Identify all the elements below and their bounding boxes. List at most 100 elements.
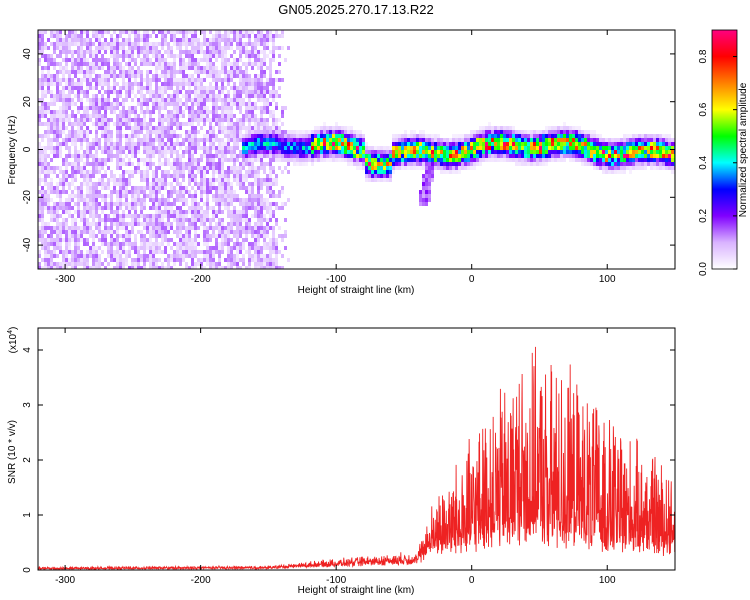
spectrogram-cell	[566, 150, 569, 154]
spectrogram-cell	[170, 146, 173, 150]
spectrogram-cell	[323, 122, 326, 126]
spectrogram-cell	[473, 130, 476, 134]
spectrogram-cell	[341, 146, 344, 150]
spectrogram-cell	[542, 154, 545, 158]
spectrogram-cell	[131, 130, 134, 134]
spectrogram-cell	[236, 266, 239, 269]
spectrogram-cell	[245, 266, 248, 269]
spectrogram-cell	[44, 238, 47, 242]
spectrogram-cell	[167, 74, 170, 78]
spectrogram-cell	[317, 138, 320, 142]
spectrogram-cell	[260, 126, 263, 130]
spectrogram-cell	[230, 110, 233, 114]
spectrogram-cell	[185, 242, 188, 246]
spectrogram-cell	[83, 206, 86, 210]
spectrogram-cell	[86, 114, 89, 118]
spectrogram-cell	[137, 130, 140, 134]
spectrogram-cell	[212, 182, 215, 186]
spectrogram-cell	[497, 134, 500, 138]
spectrogram-cell	[161, 138, 164, 142]
spectrogram-cell	[203, 30, 206, 34]
spectrogram-cell	[284, 230, 287, 234]
spectrogram-cell	[125, 30, 128, 34]
spectrogram-cell	[248, 30, 251, 34]
spectrogram-cell	[92, 30, 95, 34]
spectrogram-cell	[44, 166, 47, 170]
spectrogram-cell	[266, 38, 269, 42]
spectrogram-cell	[98, 106, 101, 110]
spectrogram-cell	[77, 150, 80, 154]
spectrogram-cell	[314, 130, 317, 134]
spectrogram-cell	[47, 154, 50, 158]
spectrogram-cell	[170, 126, 173, 130]
spectrogram-cell	[173, 230, 176, 234]
spectrogram-cell	[65, 206, 68, 210]
spectrogram-cell	[257, 222, 260, 226]
spectrogram-cell	[248, 258, 251, 262]
spectrogram-cell	[272, 46, 275, 50]
spectrogram-cell	[137, 38, 140, 42]
spectrogram-cell	[281, 134, 284, 138]
spectrogram-cell	[548, 150, 551, 154]
spectrogram-cell	[62, 170, 65, 174]
spectrogram-cell	[218, 94, 221, 98]
spectrogram-cell	[113, 174, 116, 178]
spectrogram-cell	[629, 158, 632, 162]
spectrogram-cell	[131, 230, 134, 234]
spectrogram-cell	[239, 70, 242, 74]
spectrogram-cell	[290, 150, 293, 154]
spectrogram-cell	[236, 218, 239, 222]
spectrogram-cell	[56, 186, 59, 190]
spectrogram-cell	[119, 194, 122, 198]
spectrogram-cell	[119, 258, 122, 262]
spectrogram-cell	[221, 58, 224, 62]
spectrogram-cell	[119, 218, 122, 222]
spectrogram-cell	[179, 86, 182, 90]
spectrogram-cell	[266, 66, 269, 70]
spectrogram-cell	[239, 198, 242, 202]
spectrogram-cell	[203, 66, 206, 70]
spectrogram-cell	[86, 242, 89, 246]
spectrogram-cell	[257, 230, 260, 234]
spectrogram-cell	[230, 86, 233, 90]
spectrogram-cell	[143, 114, 146, 118]
spectrogram-cell	[242, 70, 245, 74]
spectrogram-cell	[506, 130, 509, 134]
spectrogram-cell	[272, 234, 275, 238]
spectrogram-cell	[101, 30, 104, 34]
spectrogram-cell	[311, 150, 314, 154]
spectrogram-cell	[53, 166, 56, 170]
spectrogram-cell	[140, 86, 143, 90]
spectrogram-cell	[47, 82, 50, 86]
spectrogram-cell	[236, 42, 239, 46]
spectrogram-cell	[74, 210, 77, 214]
spectrogram-cell	[551, 158, 554, 162]
spectrogram-cell	[131, 42, 134, 46]
spectrogram-cell	[563, 154, 566, 158]
spectrogram-cell	[464, 154, 467, 158]
spectrogram-cell	[254, 42, 257, 46]
spectrogram-cell	[86, 258, 89, 262]
spectrogram-cell	[158, 118, 161, 122]
spectrogram-cell	[251, 134, 254, 138]
spectrogram-cell	[197, 86, 200, 90]
spectrogram-cell	[242, 246, 245, 250]
spectrogram-cell	[38, 46, 41, 50]
spectrogram-cell	[149, 254, 152, 258]
spectrogram-cell	[200, 194, 203, 198]
spectrogram-cell	[446, 162, 449, 166]
spectrogram-cell	[59, 246, 62, 250]
spectrogram-cell	[257, 198, 260, 202]
spectrogram-cell	[266, 90, 269, 94]
spectrogram-cell	[470, 134, 473, 138]
spectrogram-cell	[173, 94, 176, 98]
spectrogram-cell	[584, 162, 587, 166]
spectrogram-cell	[194, 194, 197, 198]
spectrogram-cell	[641, 146, 644, 150]
spectrogram-cell	[626, 134, 629, 138]
spectrogram-cell	[191, 174, 194, 178]
spectrogram-cell	[68, 186, 71, 190]
spectrogram-cell	[83, 122, 86, 126]
spectrogram-cell	[458, 150, 461, 154]
spectrogram-cell	[266, 182, 269, 186]
